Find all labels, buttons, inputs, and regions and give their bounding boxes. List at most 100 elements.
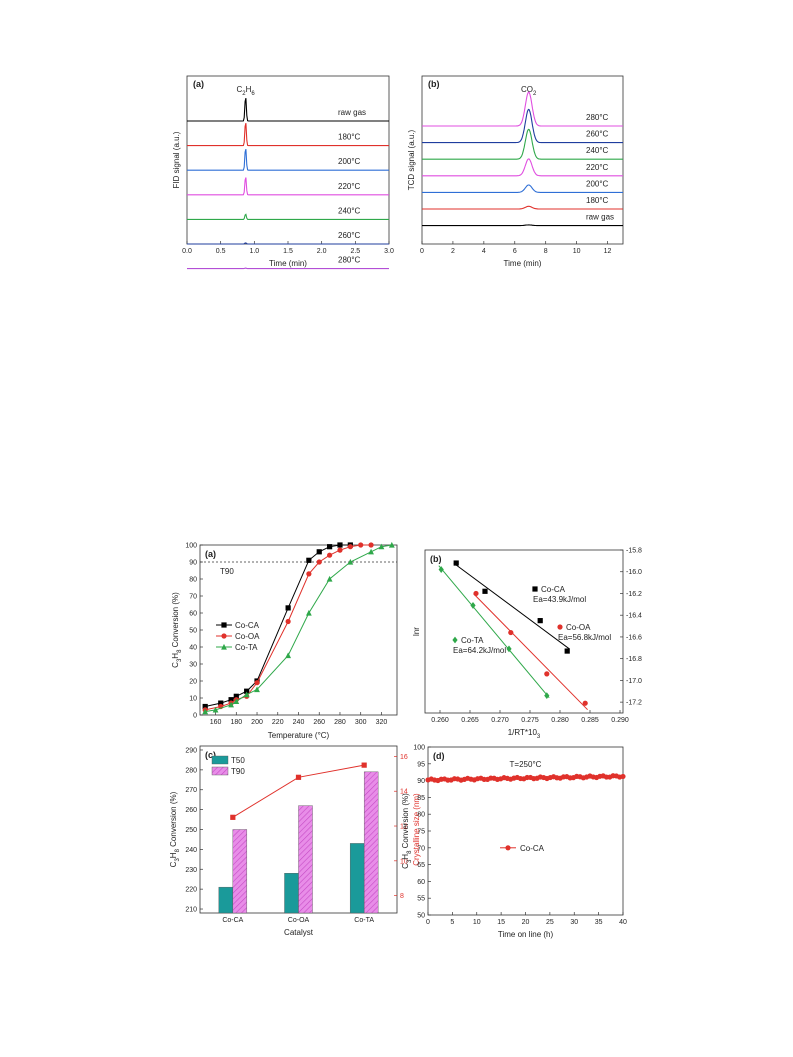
y-tick-label: 75 bbox=[417, 829, 425, 836]
data-point bbox=[306, 557, 312, 563]
legend-label: T90 bbox=[231, 767, 245, 776]
plot-frame bbox=[427, 746, 624, 916]
trace-label: raw gas bbox=[338, 108, 366, 117]
panel-label: (b) bbox=[428, 79, 440, 89]
chromatogram-trace bbox=[187, 177, 389, 196]
trace-label: 180°C bbox=[586, 196, 609, 205]
x-tick-label: 300 bbox=[355, 719, 367, 726]
x-tick-label: 12 bbox=[604, 248, 612, 255]
chromatogram-trace bbox=[187, 242, 389, 245]
y-tick-label: 50 bbox=[417, 913, 425, 920]
y-axis-title: C3H8 Conversion (%) bbox=[401, 793, 413, 869]
data-point bbox=[388, 541, 395, 548]
y-tick-label: -17.2 bbox=[626, 700, 642, 707]
y-tick-label: 230 bbox=[185, 867, 197, 874]
x-tick-label: 180 bbox=[230, 719, 242, 726]
data-point bbox=[347, 558, 354, 565]
peak-label: C2H6 bbox=[236, 85, 255, 97]
fit-line bbox=[473, 593, 588, 711]
data-point bbox=[218, 700, 224, 706]
data-point bbox=[544, 671, 550, 677]
y2-tick-label: 10 bbox=[400, 858, 408, 865]
data-point bbox=[244, 688, 250, 694]
chromatogram-trace bbox=[422, 224, 623, 227]
x-tick-label: 320 bbox=[376, 719, 388, 726]
data-point bbox=[453, 560, 459, 566]
legend-label: Co-OA bbox=[566, 623, 591, 632]
y-tick-label: -16.4 bbox=[626, 613, 642, 620]
data-point bbox=[347, 544, 353, 550]
panel-label: (a) bbox=[205, 549, 216, 559]
trace-label: 220°C bbox=[338, 182, 361, 191]
plot-frame bbox=[424, 549, 624, 714]
chromatogram-trace bbox=[422, 184, 623, 193]
data-point bbox=[544, 692, 550, 700]
y-tick-label: 210 bbox=[185, 907, 197, 914]
x-tick-label: 2 bbox=[451, 248, 455, 255]
y2-tick-label: 14 bbox=[400, 789, 408, 796]
bar-t50 bbox=[284, 873, 299, 914]
y-tick-label: -16.6 bbox=[626, 634, 642, 641]
data-point bbox=[228, 697, 234, 703]
y-tick-label: 85 bbox=[417, 795, 425, 802]
trace-label: 180°C bbox=[338, 133, 361, 142]
x-axis-title: 1/RT*103 bbox=[508, 728, 541, 740]
legend-label: Co-TA bbox=[235, 643, 258, 652]
chromatogram-trace bbox=[422, 158, 623, 177]
legend-marker bbox=[505, 845, 511, 851]
legend-marker bbox=[221, 643, 227, 650]
x-tick-label: 10 bbox=[473, 919, 481, 926]
panel-label: (d) bbox=[433, 751, 445, 761]
bar-t50 bbox=[218, 886, 234, 914]
y-tick-label: 220 bbox=[185, 887, 197, 894]
legend-marker bbox=[532, 586, 538, 592]
trace-label: 280°C bbox=[586, 113, 609, 122]
y-tick-label: -17.0 bbox=[626, 678, 642, 685]
data-point bbox=[285, 618, 291, 625]
x-tick-label: 1.5 bbox=[283, 248, 293, 255]
y2-tick-label: 8 bbox=[400, 893, 404, 900]
t90-label: T90 bbox=[220, 567, 234, 576]
data-point bbox=[202, 703, 208, 710]
data-point bbox=[327, 544, 333, 550]
data-point bbox=[337, 542, 343, 548]
fit-line bbox=[438, 565, 550, 699]
data-point bbox=[337, 547, 343, 553]
data-point bbox=[482, 588, 488, 594]
x-tick-label: 10 bbox=[573, 248, 581, 255]
y-tick-label: 80 bbox=[417, 812, 425, 819]
data-point bbox=[316, 549, 322, 555]
x-tick-label: 240 bbox=[293, 719, 305, 726]
bar-t90 bbox=[232, 829, 248, 914]
x-tick-label: 5 bbox=[450, 919, 454, 926]
x-axis-title: Time on line (h) bbox=[498, 930, 554, 939]
data-point bbox=[254, 686, 260, 693]
x-tick-label: 0 bbox=[420, 248, 424, 255]
data-point bbox=[582, 700, 588, 706]
x-tick-label: 0 bbox=[426, 919, 430, 926]
trace-label: 240°C bbox=[586, 146, 609, 155]
data-point bbox=[285, 605, 291, 611]
chromatogram-trace bbox=[422, 91, 623, 127]
x-tick-label: 0.265 bbox=[461, 717, 479, 724]
data-point bbox=[306, 571, 312, 577]
data-point bbox=[368, 542, 374, 548]
y2-tick-label: 12 bbox=[400, 824, 408, 831]
legend-label: T50 bbox=[231, 756, 245, 765]
activation-energy-label: Ea=64.2kJ/mol bbox=[453, 646, 506, 655]
y-tick-label: 10 bbox=[189, 696, 197, 703]
trace-label: 200°C bbox=[586, 179, 609, 188]
y-tick-label: -16.0 bbox=[626, 569, 642, 576]
y-tick-label: 100 bbox=[413, 745, 425, 752]
data-point bbox=[228, 701, 235, 708]
y-tick-label: 260 bbox=[185, 807, 197, 814]
y-tick-label: 30 bbox=[189, 662, 197, 669]
data-point bbox=[285, 652, 292, 659]
series-co-ta bbox=[202, 541, 395, 715]
legend-marker bbox=[452, 636, 458, 644]
data-point bbox=[327, 552, 333, 558]
legend-label: Co-TA bbox=[461, 636, 484, 645]
legend-label: Co-OA bbox=[235, 632, 260, 641]
chromatogram-trace bbox=[187, 97, 389, 122]
